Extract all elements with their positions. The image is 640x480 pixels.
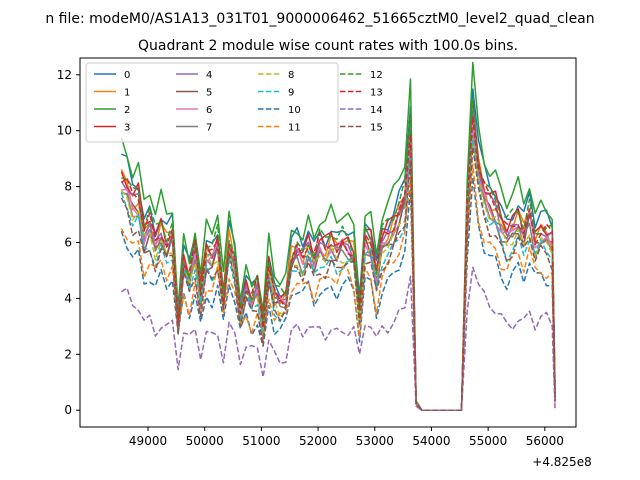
series-layer <box>120 61 556 411</box>
legend-label-13: 13 <box>370 88 383 99</box>
series-line-7 <box>121 134 556 411</box>
legend-label-11: 11 <box>288 123 301 134</box>
x-tick-label: 55000 <box>469 434 507 448</box>
legend-label-10: 10 <box>288 105 301 116</box>
x-tick-label: 51000 <box>242 434 280 448</box>
series-line-6 <box>121 122 556 411</box>
series-line-9 <box>120 138 556 411</box>
x-tick-label: 56000 <box>526 434 564 448</box>
y-axis: 0 2 4 6 8 10 12 <box>57 68 80 417</box>
legend-label-9: 9 <box>288 88 294 99</box>
legend-label-1: 1 <box>124 88 130 99</box>
series-line-8 <box>120 137 556 411</box>
series-line-13 <box>120 116 556 411</box>
legend-label-0: 0 <box>124 70 130 81</box>
y-tick-label: 8 <box>64 180 72 194</box>
series-line-10 <box>120 176 556 411</box>
legend-label-4: 4 <box>206 70 212 81</box>
legend-box <box>85 62 339 143</box>
legend-label-5: 5 <box>206 88 212 99</box>
suptitle: n file: modeM0/AS1A13_031T01_9000006462_… <box>45 11 594 27</box>
y-tick-label: 12 <box>57 68 72 82</box>
legend-label-15: 15 <box>370 123 383 134</box>
x-tick-label: 52000 <box>299 434 337 448</box>
legend-label-2: 2 <box>124 105 130 116</box>
legend-label-12: 12 <box>370 70 383 81</box>
legend-label-14: 14 <box>370 105 383 116</box>
plot-area <box>79 57 577 428</box>
y-tick-label: 6 <box>64 236 72 250</box>
legend-label-8: 8 <box>288 70 294 81</box>
series-line-11 <box>120 163 556 411</box>
y-tick-label: 0 <box>64 403 72 417</box>
x-tick-label: 49000 <box>129 434 167 448</box>
x-offset-label: +4.825e8 <box>532 455 591 469</box>
x-tick-label: 53000 <box>356 434 394 448</box>
series-line-15 <box>120 146 556 411</box>
chart-title: Quadrant 2 module wise count rates with … <box>138 38 518 54</box>
legend-label-6: 6 <box>206 105 212 116</box>
x-tick-label: 50000 <box>186 434 224 448</box>
y-tick-label: 10 <box>57 124 72 138</box>
legend-label-3: 3 <box>124 123 130 134</box>
y-tick-label: 4 <box>64 291 72 305</box>
x-axis: 49000 50000 51000 52000 53000 54000 55000 56000 <box>129 427 564 448</box>
legend-label-7: 7 <box>206 123 212 134</box>
y-tick-label: 2 <box>64 347 72 361</box>
x-tick-label: 54000 <box>412 434 450 448</box>
